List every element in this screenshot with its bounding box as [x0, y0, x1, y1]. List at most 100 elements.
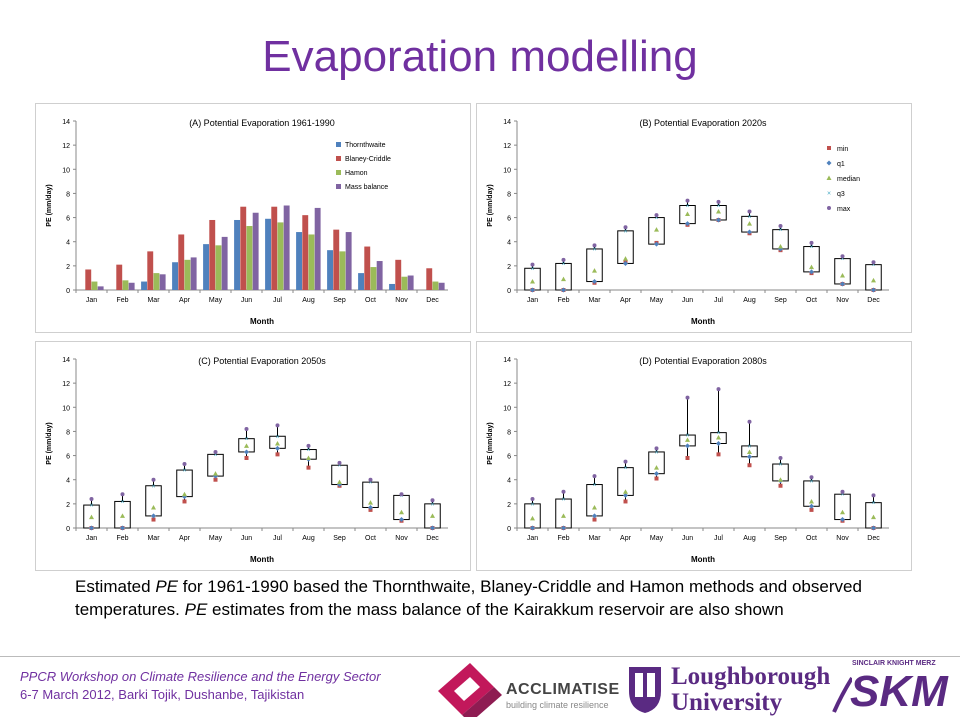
y-tick-label: 0: [66, 526, 70, 533]
chart-panel-b: (B) Potential Evaporation 2020s 0 2 4 6 8 10 12…: [476, 103, 912, 333]
y-axis-label: PE (mm/day): [487, 184, 494, 226]
marker-q1: [840, 281, 845, 287]
caption-pe-2: PE: [184, 600, 208, 619]
x-tick-label: Dec: [867, 535, 880, 542]
marker-median: [623, 489, 628, 494]
y-tick-label: 14: [62, 357, 70, 364]
footer-divider: [0, 656, 960, 657]
marker-max: [778, 455, 783, 460]
bar-hamon: [308, 234, 315, 290]
x-axis-label: Month: [250, 317, 274, 326]
marker-median: [685, 211, 690, 216]
x-tick-label: May: [650, 297, 664, 304]
y-tick-label: 14: [503, 357, 511, 364]
marker-q3: ×: [871, 500, 875, 507]
marker-max: [213, 449, 218, 454]
legend-label: q1: [837, 161, 845, 168]
marker-q1: [747, 454, 752, 460]
x-tick-label: Feb: [116, 297, 128, 304]
bar-blaney-criddle: [426, 268, 433, 290]
bar-blaney-criddle: [147, 251, 154, 290]
marker-q1: [623, 260, 628, 266]
marker-max: [623, 459, 628, 464]
marker-max: [685, 198, 690, 203]
loughborough-line2: University: [671, 689, 783, 716]
marker-max: [654, 213, 659, 218]
marker-q1: [530, 525, 535, 531]
x-tick-label: Oct: [365, 297, 376, 304]
x-tick-label: Oct: [365, 535, 376, 542]
y-tick-label: 10: [503, 405, 511, 412]
y-tick-label: 4: [507, 478, 511, 485]
marker-median: [685, 437, 690, 442]
chart-title: (B) Potential Evaporation 2020s: [639, 118, 767, 128]
marker-q3: ×: [747, 214, 751, 221]
y-tick-label: 10: [62, 167, 70, 174]
marker-q3: ×: [685, 203, 689, 210]
marker-q1: [623, 492, 628, 498]
marker-q1: [592, 513, 597, 519]
marker-q1: [592, 279, 597, 285]
bar-blaney-criddle: [116, 264, 123, 290]
marker-max: [840, 254, 845, 259]
legend-label: min: [837, 146, 848, 153]
x-tick-label: Jan: [86, 297, 97, 304]
marker-median: [716, 209, 721, 214]
legend-swatch: [336, 156, 341, 161]
marker-median: [530, 279, 535, 284]
marker-median: [778, 477, 783, 482]
marker-q3: ×: [840, 492, 844, 499]
y-tick-label: 6: [66, 216, 70, 223]
y-tick-label: 2: [66, 264, 70, 271]
marker-q3: ×: [213, 452, 217, 459]
marker-max: [871, 493, 876, 498]
y-tick-label: 12: [62, 381, 70, 388]
marker-min: [747, 463, 752, 468]
bar-thornthwaite: [172, 262, 178, 290]
marker-min: [654, 476, 659, 481]
marker-median: [840, 509, 845, 515]
bar-thornthwaite: [141, 281, 147, 290]
workshop-info: PPCR Workshop on Climate Resilience and …: [20, 668, 381, 704]
marker-min: [685, 455, 690, 460]
y-tick-label: 10: [62, 405, 70, 412]
marker-q3: ×: [592, 482, 596, 489]
bar-mass-balance: [252, 212, 259, 290]
marker-median: [654, 227, 659, 232]
x-axis-label: Month: [691, 555, 715, 564]
marker-median: [809, 264, 814, 270]
marker-q3: ×: [623, 465, 627, 472]
marker-q3: ×: [716, 203, 720, 210]
x-tick-label: Mar: [588, 297, 601, 304]
caption-text-1: Estimated: [75, 577, 156, 596]
marker-q3: ×: [840, 256, 844, 263]
bar-mass-balance: [376, 261, 383, 290]
marker-median: [244, 443, 249, 448]
x-tick-label: Jul: [273, 297, 282, 304]
marker-max: [623, 225, 628, 230]
x-tick-label: Aug: [302, 535, 315, 542]
marker-median: [778, 244, 783, 249]
marker-max: [151, 477, 156, 482]
marker-median: [561, 276, 566, 282]
y-tick-label: 0: [507, 526, 511, 533]
marker-q1: [275, 445, 280, 451]
bar-blaney-criddle: [178, 234, 185, 290]
marker-min: [213, 477, 218, 482]
marker-max: [182, 462, 187, 467]
marker-q3: ×: [275, 434, 279, 441]
slide-title: Evaporation modelling: [262, 32, 698, 81]
x-tick-label: Mar: [588, 535, 601, 542]
marker-max: [592, 243, 597, 248]
chart-panel-a: (A) Potential Evaporation 1961-1990 0 2 4 6 8…: [35, 103, 471, 333]
bar-blaney-criddle: [364, 246, 371, 290]
box: [145, 485, 162, 517]
x-tick-label: Sep: [774, 535, 787, 542]
y-tick-label: 12: [62, 143, 70, 150]
bar-thornthwaite: [389, 283, 395, 290]
x-tick-label: Jan: [527, 535, 538, 542]
marker-q1: [685, 443, 690, 449]
marker-q3: ×: [747, 443, 751, 450]
x-tick-label: Feb: [116, 535, 128, 542]
marker-median: [337, 479, 342, 485]
